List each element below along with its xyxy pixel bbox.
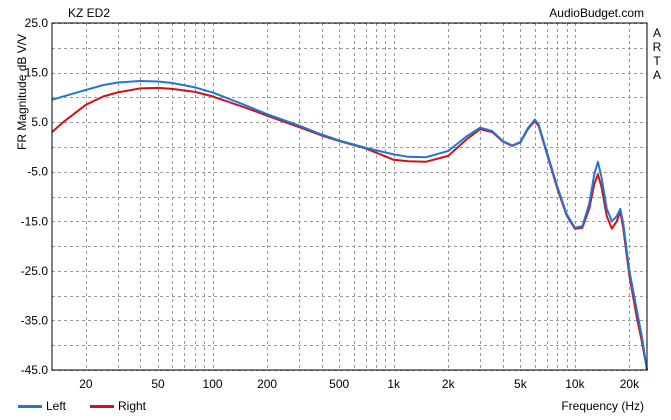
legend-label-left: Left [46,399,67,413]
y-tick-label: 15.0 [25,66,49,80]
x-tick-label: 100 [203,377,223,391]
arta-letter: T [653,54,661,68]
chart-title: KZ ED2 [68,6,111,20]
y-tick-label: 5.0 [31,115,48,129]
arta-letter: R [652,40,662,54]
x-tick-label: 10k [565,377,585,391]
x-tick-label: 2k [442,377,456,391]
series-line-left [51,80,648,371]
arta-label: A R T A [651,26,663,82]
legend-label-right: Right [118,399,147,413]
y-tick-label: -25.0 [21,264,49,278]
y-tick-label: 25.0 [25,16,49,30]
legend-right: Right [90,399,146,413]
x-tick-label: 20 [79,377,93,391]
grid [52,23,647,371]
y-tick-label: -15.0 [21,214,49,228]
series-lines [51,80,648,371]
legend-swatch-right [90,404,114,408]
x-tick-label: 20k [620,377,640,391]
arta-letter: A [652,26,661,40]
y-tick-label: -35.0 [21,313,49,327]
x-axis-label: Frequency (Hz) [561,399,644,413]
x-tick-label: 50 [151,377,165,391]
y-tick-label: -5.0 [27,165,48,179]
x-tick-label: 500 [329,377,349,391]
x-tick-label: 200 [257,377,277,391]
legend-left: Left [18,399,66,413]
arta-letter: A [652,68,661,82]
plot-border [51,22,648,371]
brand-label: AudioBudget.com [549,6,644,20]
x-tick-labels: 20 50 100 200 500 1k 2k 5k 10k 20k [79,377,640,391]
x-tick-label: 5k [514,377,528,391]
y-tick-label: -45.0 [21,363,49,377]
legend-swatch-left [18,404,42,408]
y-tick-labels: 25.0 15.0 5.0 -5.0 -15.0 -25.0 -35.0 -45.0 [21,16,49,377]
y-axis-label: FR Magnitude dB V/V [15,33,29,150]
x-tick-label: 1k [387,377,401,391]
